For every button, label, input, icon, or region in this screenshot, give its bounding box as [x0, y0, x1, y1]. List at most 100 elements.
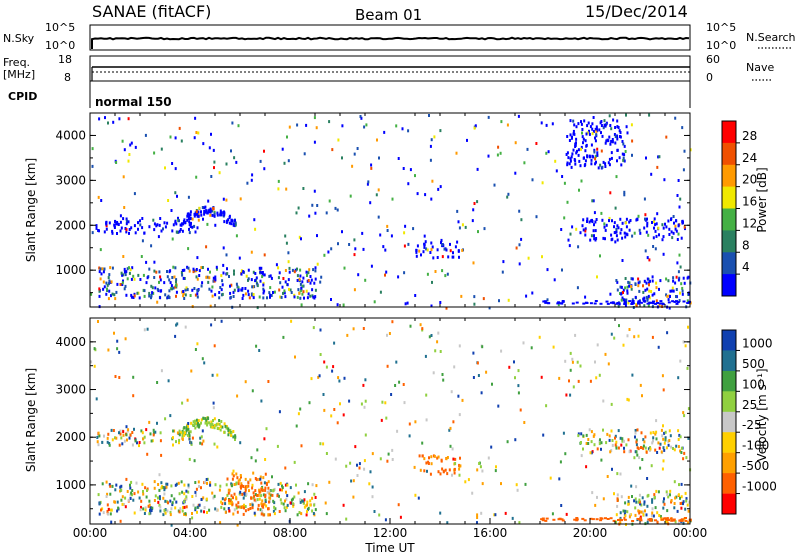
range-cell [596, 151, 599, 155]
range-cell [656, 165, 659, 169]
range-cell [178, 429, 181, 433]
range-cell [427, 460, 430, 464]
colorbar-swatch [722, 350, 736, 372]
range-cell [151, 439, 154, 443]
range-cell [310, 278, 313, 282]
range-cell [144, 486, 147, 490]
range-cell [437, 455, 440, 459]
range-cell [464, 480, 467, 484]
range-cell [124, 505, 127, 509]
range-cell [658, 514, 661, 517]
range-cell [615, 227, 618, 231]
range-cell [226, 219, 228, 223]
range-cell [180, 139, 183, 143]
range-cell [269, 286, 272, 290]
range-cell [649, 279, 651, 283]
range-cell [397, 503, 400, 507]
range-cell [669, 434, 672, 438]
range-cell [305, 513, 308, 517]
range-cell [679, 265, 682, 269]
range-cell [624, 286, 627, 290]
range-cell [260, 481, 263, 485]
range-cell [558, 477, 561, 481]
range-cell [330, 298, 332, 301]
range-cell [615, 279, 618, 282]
range-cell [202, 439, 205, 443]
range-cell [680, 446, 683, 450]
range-cell [630, 303, 634, 305]
range-cell [121, 502, 124, 506]
range-cell [631, 301, 634, 304]
range-cell [625, 217, 628, 221]
range-cell [478, 462, 481, 465]
range-cell [380, 418, 383, 422]
range-cell [609, 292, 612, 296]
range-cell [650, 172, 653, 176]
range-cell [205, 478, 208, 481]
range-cell [169, 135, 172, 139]
range-cell [314, 288, 317, 292]
range-cell [364, 399, 367, 403]
range-cell [314, 277, 317, 281]
range-cell [401, 127, 404, 131]
range-cell [638, 228, 641, 232]
range-cell [458, 344, 461, 348]
range-cell [624, 509, 627, 513]
range-cell [594, 503, 597, 507]
range-cell [255, 281, 258, 285]
range-cell [258, 488, 261, 492]
range-cell [297, 206, 300, 210]
range-cell [578, 159, 581, 163]
range-cell [564, 359, 567, 363]
range-cell [169, 510, 172, 514]
range-cell [208, 508, 211, 512]
range-cell [620, 285, 623, 289]
range-cell [619, 472, 622, 476]
range-cell [257, 493, 260, 497]
range-cell [686, 299, 689, 303]
range-cell [659, 302, 663, 305]
range-cell [569, 351, 572, 355]
range-cell [343, 266, 346, 270]
range-cell [473, 126, 476, 130]
range-cell [569, 157, 572, 161]
y-tick-label: 2000 [55, 218, 86, 232]
range-cell [207, 280, 210, 284]
range-cell [574, 159, 577, 163]
range-cell [662, 424, 664, 428]
range-cell [304, 504, 307, 508]
range-cell [164, 225, 167, 229]
range-cell [403, 271, 406, 275]
range-cell [394, 384, 397, 387]
range-cell [599, 163, 602, 167]
range-cell [582, 447, 584, 451]
range-cell [614, 135, 617, 139]
range-cell [199, 441, 202, 445]
range-cell [397, 157, 400, 160]
range-cell [126, 490, 129, 493]
range-cell [176, 194, 178, 198]
range-cell [278, 288, 281, 292]
range-cell [623, 512, 626, 516]
range-cell [258, 295, 261, 299]
range-cell [618, 129, 621, 133]
range-cell [252, 471, 255, 475]
range-cell [174, 167, 177, 171]
range-cell [174, 136, 177, 140]
range-cell [619, 511, 622, 515]
range-cell [237, 288, 240, 292]
range-cell [622, 156, 625, 160]
range-cell [649, 447, 652, 451]
range-cell [677, 493, 680, 497]
range-cell [658, 155, 661, 159]
range-cell [193, 224, 196, 228]
range-cell [262, 291, 265, 295]
range-cell [153, 499, 156, 502]
range-cell [181, 229, 184, 233]
range-cell [295, 211, 298, 215]
range-cell [189, 213, 192, 217]
range-cell [631, 234, 634, 238]
range-cell [152, 431, 155, 435]
range-cell [656, 212, 659, 216]
range-cell [647, 493, 650, 497]
